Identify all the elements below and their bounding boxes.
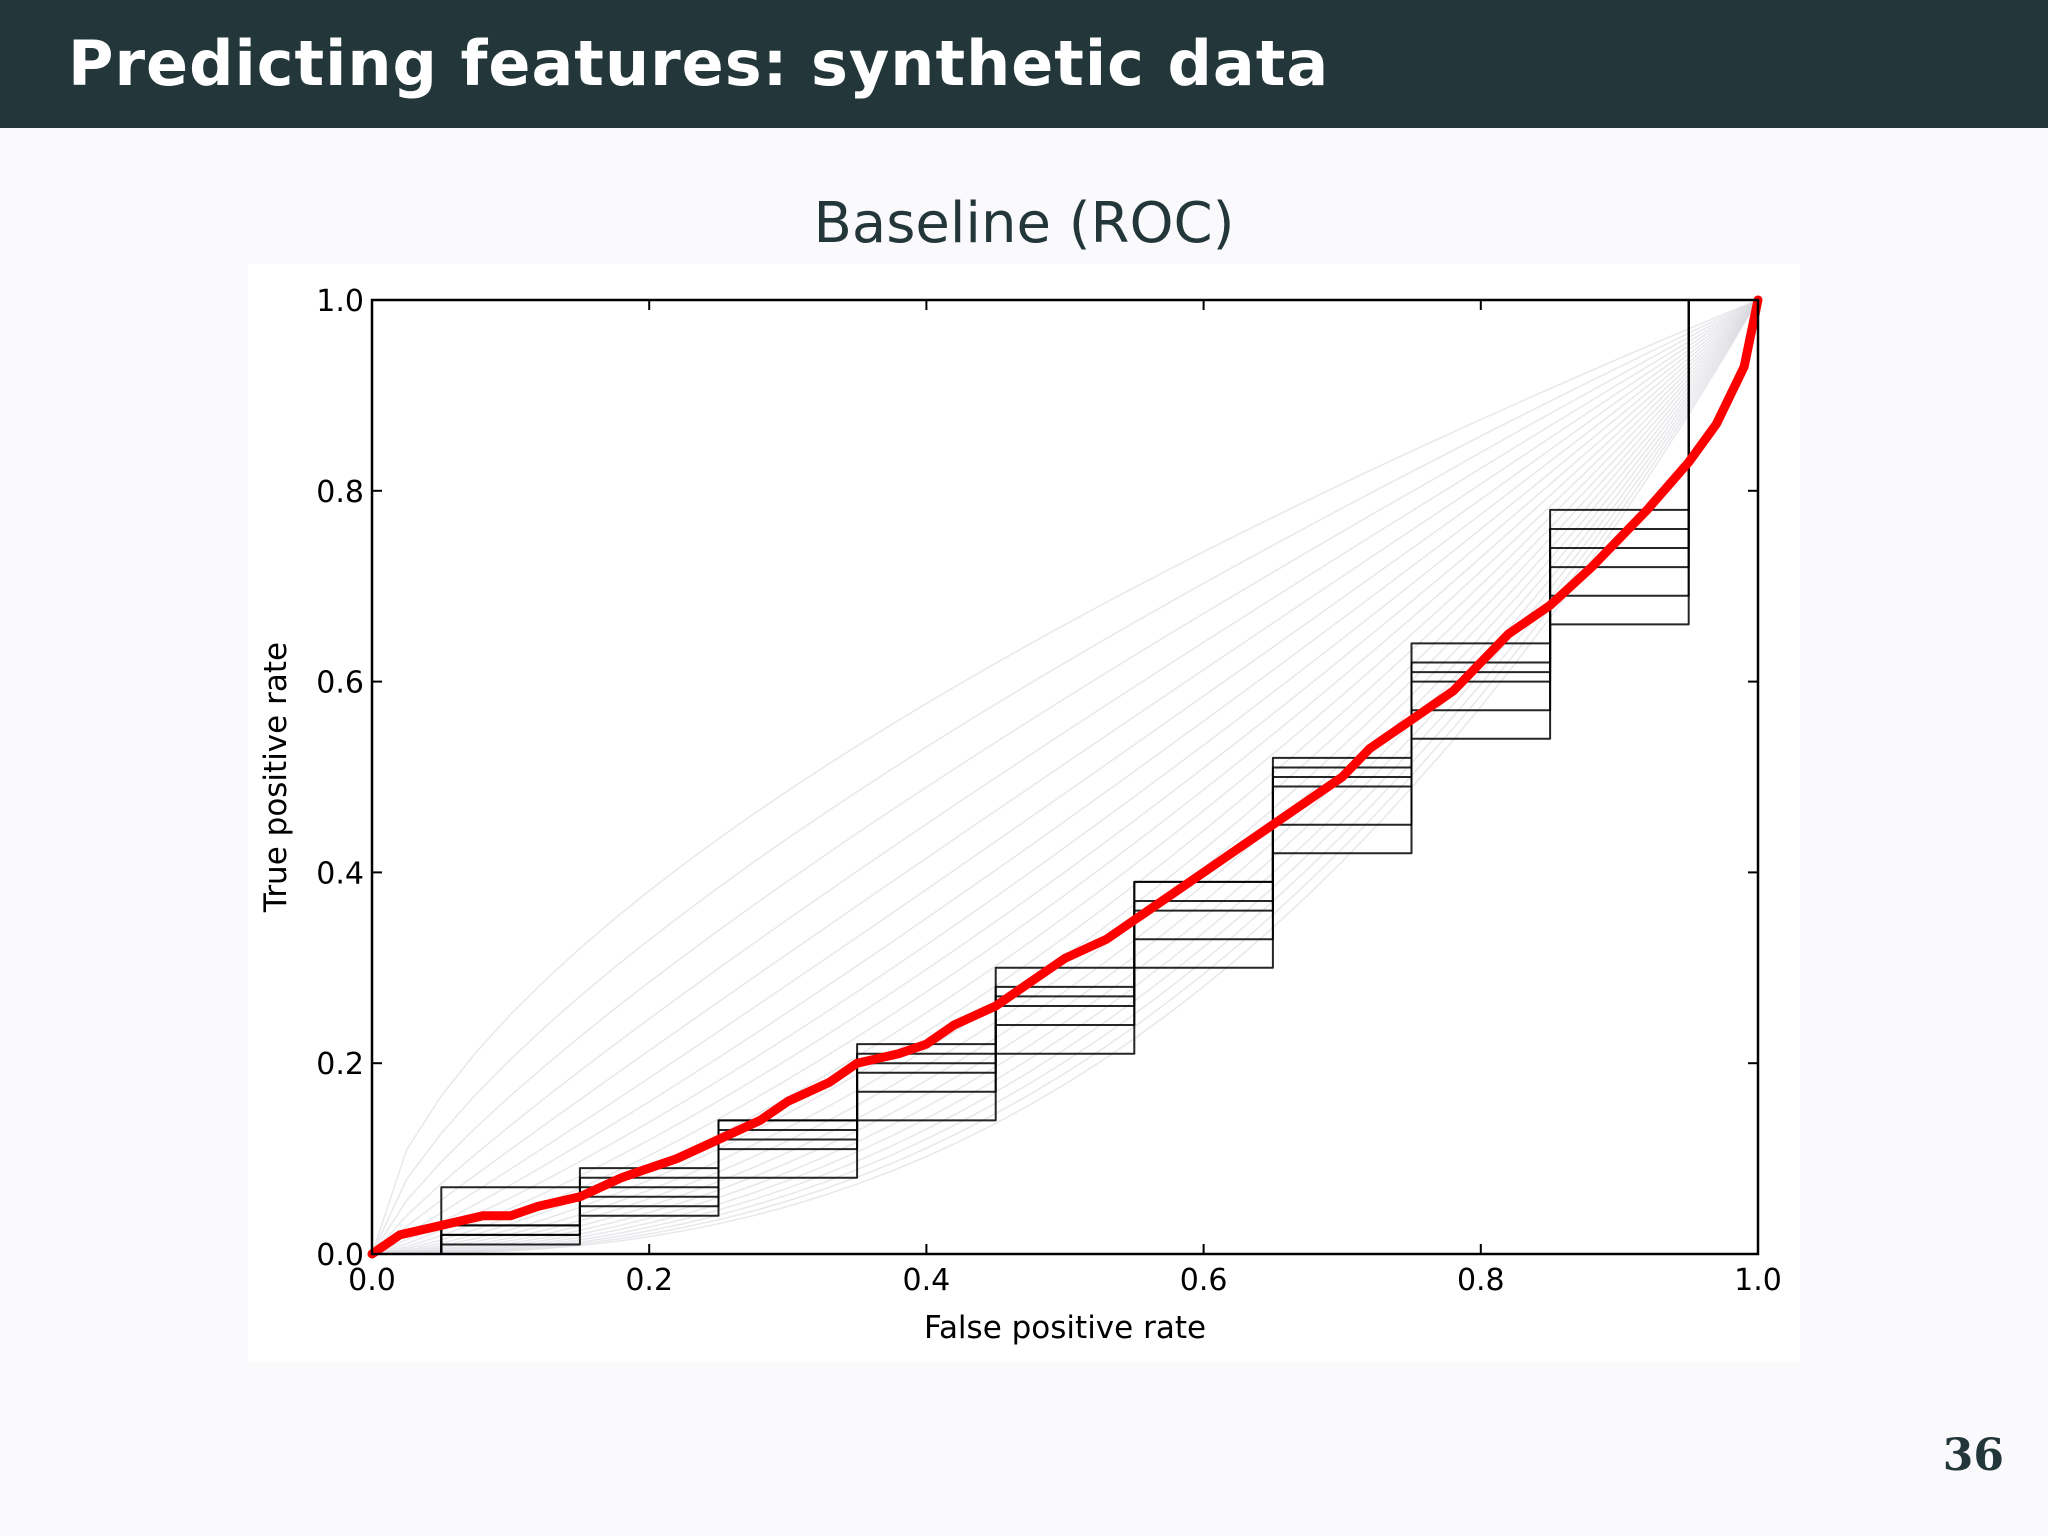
faint-curve (371, 299, 1759, 1255)
series-line-5 (371, 299, 1759, 1255)
series-layer (367, 295, 1763, 1259)
faint-curve (371, 299, 1759, 1255)
x-tick-label: 1.0 (1734, 1263, 1782, 1298)
y-tick-label: 1.0 (316, 284, 364, 319)
faint-curve (371, 299, 1759, 1255)
plot-frame (370, 298, 1760, 1256)
x-axis-label: False positive rate (924, 1310, 1206, 1346)
faint-curve (371, 299, 1759, 1255)
series-line-3 (371, 299, 1759, 1255)
x-tick-label: 0.0 (348, 1263, 396, 1298)
y-tick-label: 0.8 (316, 475, 364, 510)
series-line-4 (371, 299, 1759, 1255)
faint-curve (371, 299, 1759, 1255)
faint-curve (371, 299, 1759, 1255)
title-bar: Predicting features: synthetic data (0, 0, 2048, 128)
x-tick-label: 0.4 (903, 1263, 951, 1298)
faint-curve (371, 299, 1759, 1255)
x-tick-label: 0.8 (1457, 1263, 1505, 1298)
chart-figure: 0.0 0.2 0.4 0.6 0.8 1.0 0.0 0.2 0.4 0.6 0.8 1.0 Fal… (248, 264, 1800, 1362)
page-number: 36 (1942, 1430, 2004, 1481)
faint-curve (371, 299, 1759, 1255)
faint-curve (371, 299, 1759, 1255)
faint-curve (371, 299, 1759, 1255)
y-tick-label: 0.2 (316, 1047, 364, 1082)
series-line-2 (371, 299, 1759, 1255)
faint-curve (371, 299, 1759, 1255)
faint-curve (371, 299, 1759, 1255)
faint-curve (371, 299, 1759, 1255)
chart-heading: Baseline (ROC) (813, 191, 1235, 256)
y-tick-label: 0.0 (316, 1238, 364, 1273)
y-tick-label: 0.4 (316, 856, 364, 891)
faint-curve (371, 299, 1759, 1255)
faint-curve (371, 299, 1759, 1255)
roc-chart: 0.0 0.2 0.4 0.6 0.8 1.0 0.0 0.2 0.4 0.6 0.8 1.0 Fal… (258, 284, 1782, 1346)
ticks-layer: 0.0 0.2 0.4 0.6 0.8 1.0 0.0 0.2 0.4 0.6 0.8 1.0 (316, 284, 1782, 1298)
faint-curve (371, 299, 1759, 1255)
slide-title: Predicting features: synthetic data (68, 27, 1330, 100)
series-line-1 (371, 299, 1759, 1255)
faint-curve (371, 299, 1759, 1255)
background-curves (371, 299, 1759, 1255)
faint-curve (371, 299, 1759, 1255)
x-tick-label: 0.2 (625, 1263, 673, 1298)
series-line-mean (367, 295, 1763, 1259)
faint-curve (371, 299, 1759, 1255)
y-axis-label: True positive rate (258, 642, 294, 913)
series-line-0 (371, 299, 1759, 1255)
faint-curve (371, 299, 1759, 1255)
x-tick-label: 0.6 (1180, 1263, 1228, 1298)
faint-curve (371, 299, 1759, 1255)
y-tick-label: 0.6 (316, 666, 364, 701)
faint-curve (371, 299, 1759, 1255)
